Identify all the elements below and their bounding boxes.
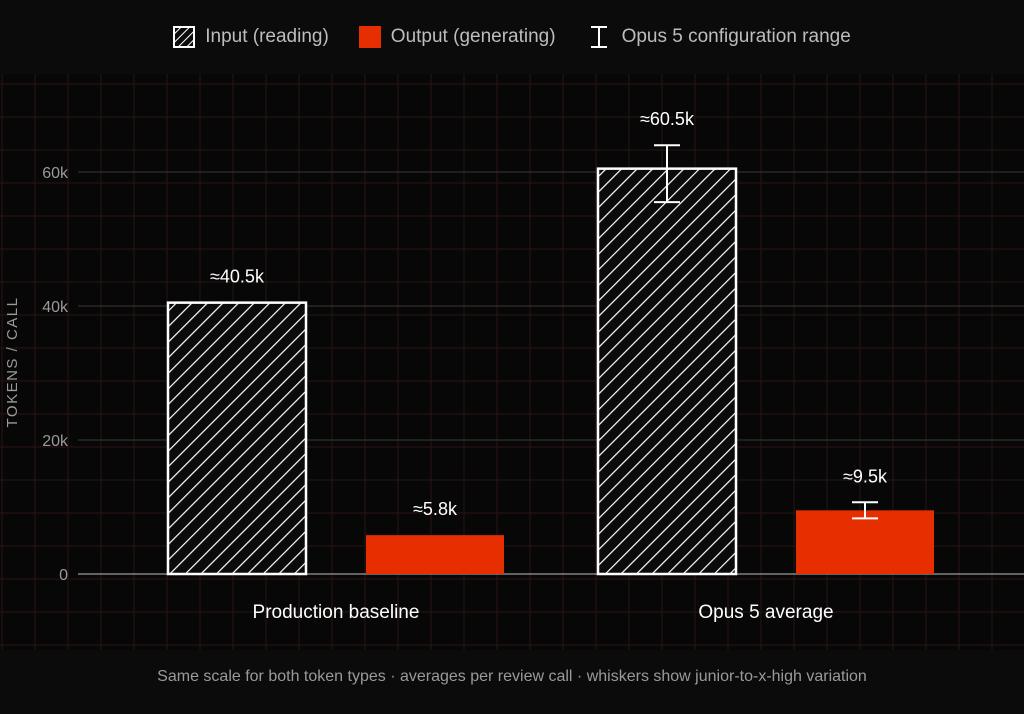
y-tick-label: 20k	[42, 433, 69, 450]
bar-value-label: ≈9.5k	[843, 466, 888, 486]
bar-value-label: ≈5.8k	[413, 499, 458, 519]
bar-value-label: ≈40.5k	[210, 267, 265, 287]
chart-svg: 0 20k 40k 60k TOKENS / CALL ≈40.5k ≈5.8k Produc…	[0, 74, 1024, 650]
legend-range-label: Opus 5 configuration range	[621, 26, 851, 47]
y-tick-label: 0	[59, 567, 68, 584]
bar-input	[166, 301, 308, 576]
y-axis-label: TOKENS / CALL	[4, 297, 21, 428]
hatched-swatch-icon	[173, 26, 196, 48]
legend-input-label: Input (reading)	[205, 26, 329, 47]
bar-output	[366, 535, 504, 574]
x-category-label: Production baseline	[253, 602, 420, 623]
bar-value-label: ≈60.5k	[640, 109, 695, 129]
legend-item-input: Input (reading)	[173, 26, 329, 48]
chart-area: 0 20k 40k 60k TOKENS / CALL ≈40.5k ≈5.8k Produc…	[0, 74, 1024, 650]
chart-caption: Same scale for both token types · averag…	[157, 668, 867, 685]
y-tick-label: 40k	[42, 299, 69, 316]
error-bar-icon	[590, 26, 607, 48]
legend-item-range: Opus 5 configuration range	[586, 25, 851, 49]
legend-output-label: Output (generating)	[390, 26, 556, 47]
bar-input	[596, 167, 738, 576]
legend-item-output: Output (generating)	[358, 26, 556, 48]
solid-swatch-icon	[358, 26, 381, 48]
y-tick-label: 60k	[42, 165, 69, 182]
legend: Input (reading) Output (generating) Opus…	[0, 0, 1024, 74]
bar-output	[796, 510, 934, 574]
x-category-label: Opus 5 average	[698, 602, 833, 623]
